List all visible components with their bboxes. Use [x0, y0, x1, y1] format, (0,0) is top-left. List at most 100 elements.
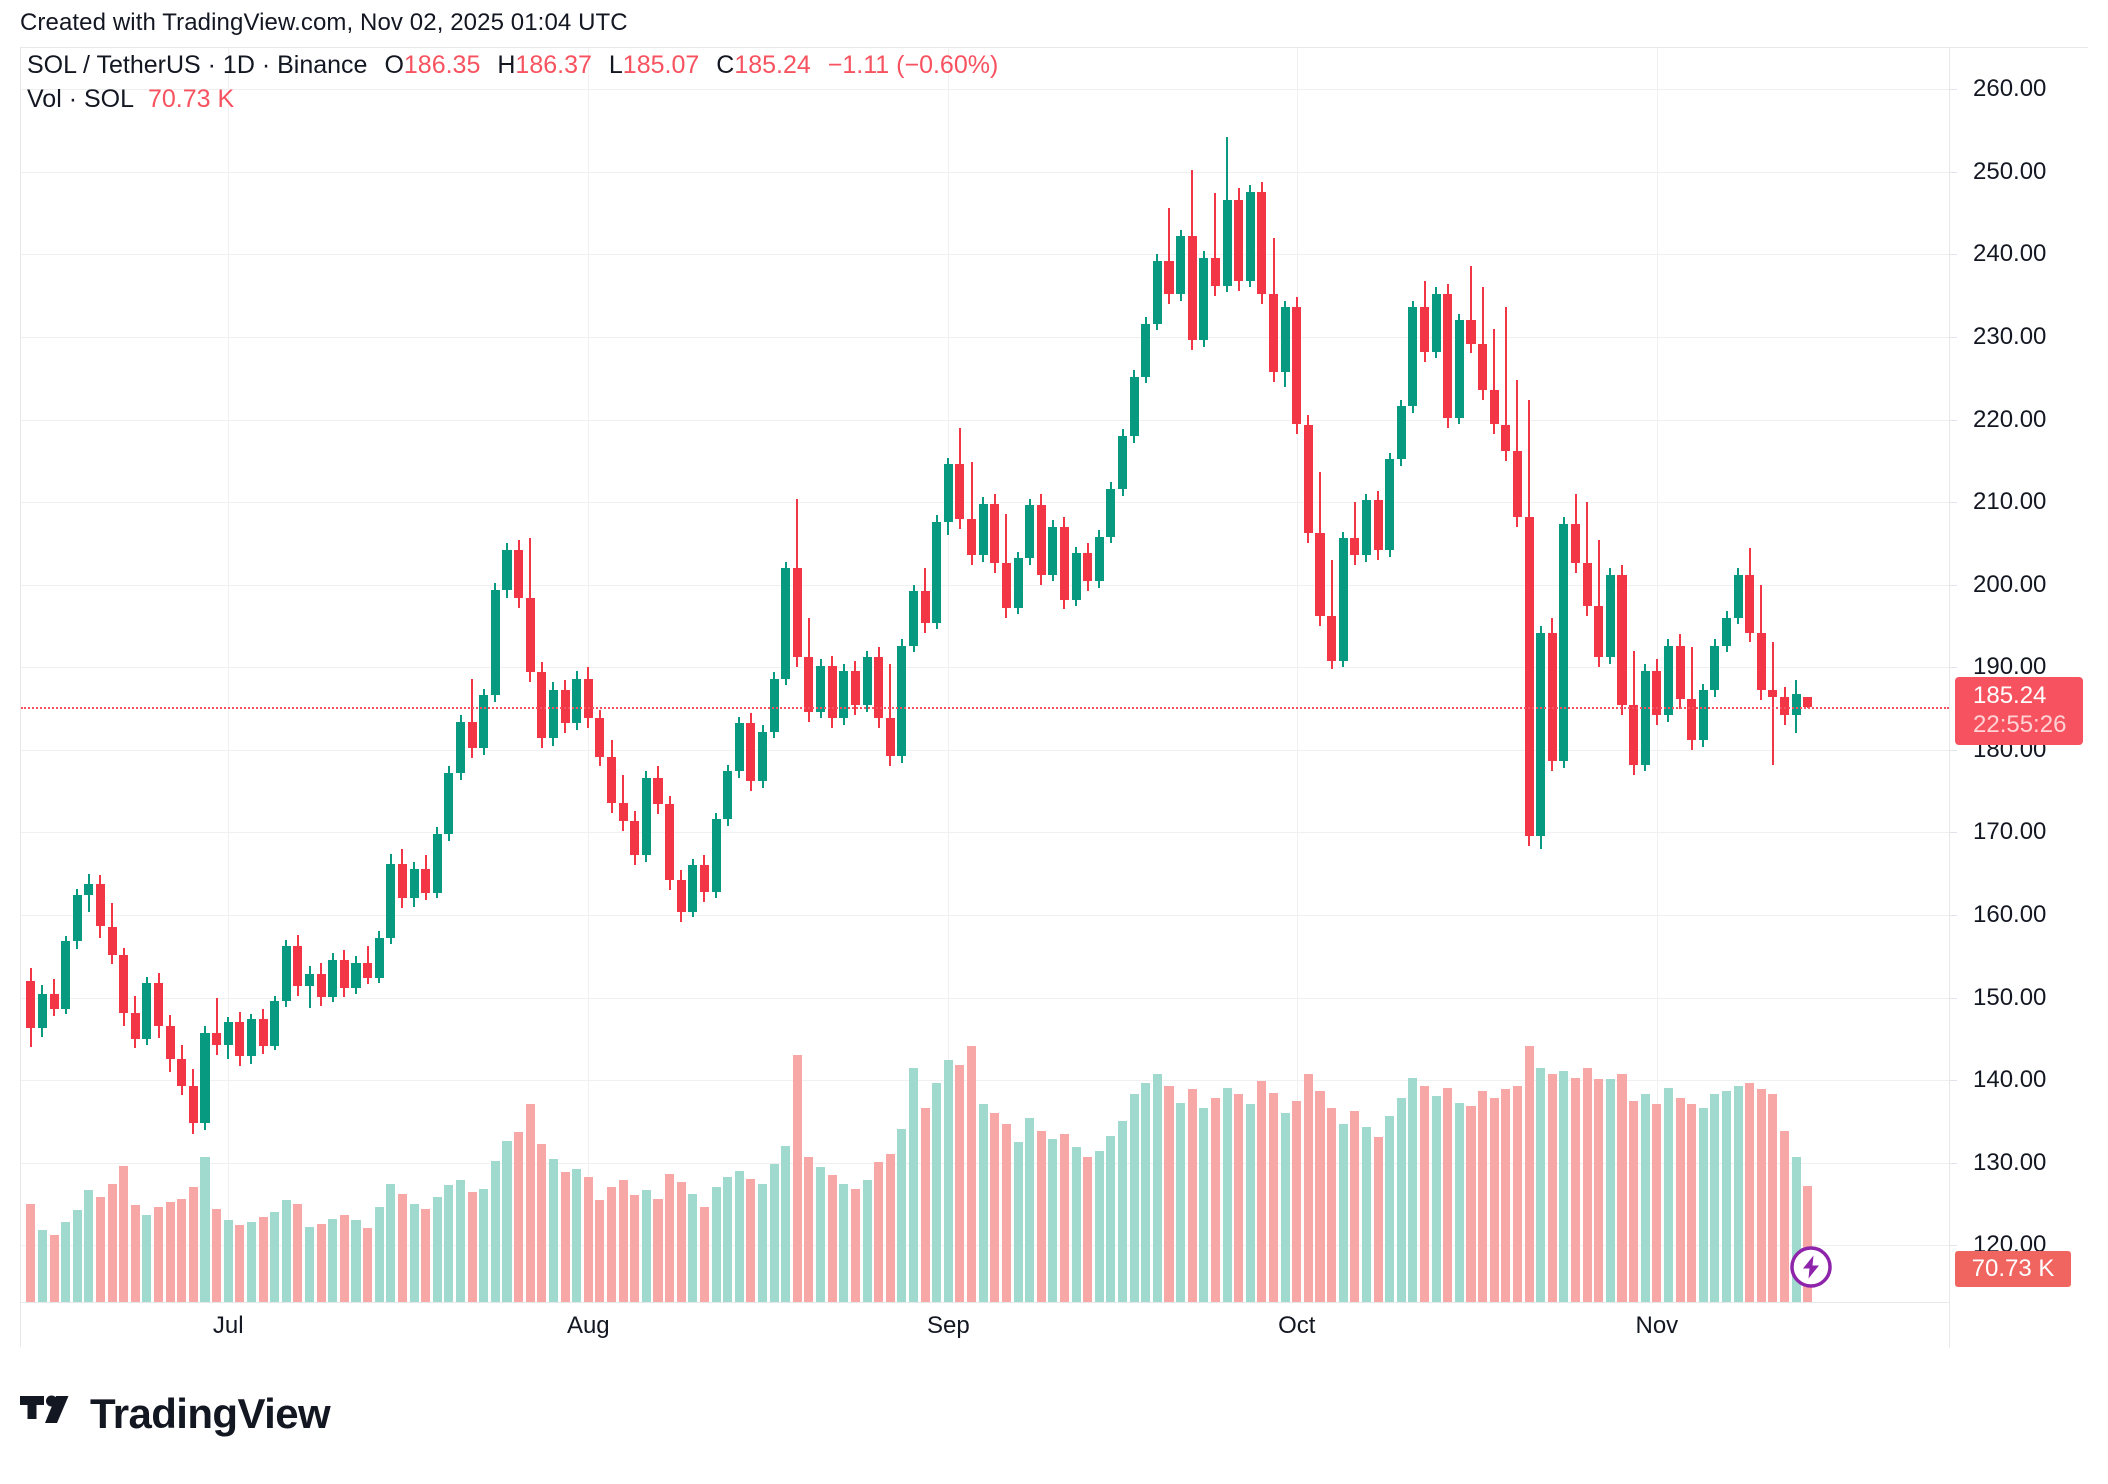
volume-bar — [688, 1193, 698, 1302]
volume-bar — [1327, 1107, 1337, 1302]
candle-body — [827, 665, 837, 719]
volume-bar — [1059, 1134, 1069, 1302]
volume-bar — [723, 1177, 733, 1302]
candle-body — [1745, 574, 1755, 633]
candle-body — [1431, 294, 1441, 352]
candle-body — [363, 962, 373, 978]
horizontal-gridline — [21, 915, 1949, 916]
candle-wick — [1493, 328, 1496, 435]
tick-mark — [1950, 749, 1957, 751]
volume-bar — [444, 1185, 454, 1302]
candle-body — [804, 657, 814, 712]
volume-bar — [258, 1216, 268, 1302]
candle-body — [1512, 450, 1522, 517]
volume-bar — [630, 1195, 640, 1302]
candle-wick — [215, 997, 218, 1056]
volume-bar — [26, 1203, 36, 1302]
volume-bar — [525, 1104, 535, 1302]
price-axis[interactable]: 260.00 250.00 240.00 230.00 220.00 210.00 200.… — [1949, 48, 2088, 1348]
candle-body — [769, 678, 779, 732]
volume-bar — [95, 1197, 105, 1302]
time-axis-label: Oct — [1278, 1312, 1316, 1339]
candle-body — [1118, 436, 1128, 489]
volume-bar — [676, 1182, 686, 1302]
price-axis-label: 150.00 — [1973, 983, 2047, 1011]
candle-body — [1094, 536, 1104, 582]
time-axis-label: Jul — [212, 1312, 244, 1339]
candle-body — [1292, 307, 1302, 425]
tick-mark — [1950, 1245, 1957, 1247]
current-price-badge[interactable]: 185.24 22:55:26 — [1955, 676, 2083, 745]
candle-body — [142, 982, 152, 1039]
volume-bar — [1756, 1089, 1766, 1302]
candle-body — [212, 1033, 222, 1046]
candle-body — [1199, 257, 1209, 341]
candle-body — [1013, 558, 1023, 608]
volume-bar — [1106, 1135, 1116, 1302]
horizontal-gridline — [21, 1080, 1949, 1081]
candle-body — [1385, 459, 1395, 550]
candle-body — [1466, 320, 1476, 344]
candle-wick — [1330, 559, 1333, 669]
volume-bar — [1431, 1095, 1441, 1302]
volume-bar — [1048, 1139, 1058, 1302]
candle-body — [967, 518, 977, 555]
candle-body — [595, 718, 605, 758]
tick-mark — [1950, 584, 1957, 586]
realtime-lightning-icon[interactable] — [1789, 1245, 1833, 1294]
volume-bar — [1373, 1137, 1383, 1302]
volume-bar — [1164, 1086, 1174, 1302]
candle-wick — [471, 678, 474, 759]
price-pane[interactable] — [21, 48, 1949, 1303]
candle-body — [479, 695, 489, 749]
candle-body — [1303, 424, 1313, 534]
candle-body — [1129, 376, 1139, 437]
vertical-gridline — [948, 48, 949, 1302]
candle-body — [200, 1033, 210, 1123]
tradingview-logo[interactable]: TradingView — [20, 1390, 331, 1438]
horizontal-gridline — [21, 750, 1949, 751]
volume-bar — [781, 1145, 791, 1302]
candle-body — [246, 1018, 256, 1057]
volume-bar — [1721, 1091, 1732, 1302]
candle-body — [107, 926, 117, 955]
tick-mark — [1950, 254, 1957, 256]
candle-body — [1048, 526, 1058, 575]
volume-bar — [572, 1168, 582, 1302]
volume-bar — [1745, 1082, 1755, 1302]
volume-bar — [537, 1144, 547, 1302]
volume-bar — [1187, 1089, 1197, 1302]
vertical-gridline — [228, 48, 229, 1302]
current-volume-badge[interactable]: 70.73 K — [1955, 1251, 2071, 1287]
time-axis[interactable]: Jul Aug Sep Oct Nov — [21, 1303, 1949, 1347]
candle-body — [1547, 632, 1557, 762]
volume-bar — [130, 1205, 140, 1302]
candle-body — [235, 1022, 245, 1057]
price-axis-label: 260.00 — [1973, 75, 2047, 103]
candle-body — [456, 721, 466, 773]
volume-bar — [1094, 1150, 1104, 1302]
candle-body — [641, 777, 651, 856]
volume-bar — [212, 1208, 222, 1302]
candle-body — [932, 521, 942, 623]
volume-bar — [1245, 1104, 1255, 1302]
volume-bar — [1129, 1094, 1139, 1302]
candle-body — [61, 941, 71, 1010]
candle-body — [1733, 574, 1743, 618]
candle-body — [1152, 261, 1162, 324]
volume-bar — [1176, 1102, 1186, 1302]
tradingview-wordmark: TradingView — [90, 1390, 331, 1437]
volume-bar — [1768, 1094, 1778, 1302]
candle-body — [154, 982, 164, 1027]
candle-body — [1164, 261, 1174, 295]
volume-bar — [734, 1170, 744, 1302]
candle-body — [781, 568, 791, 679]
candle-body — [1071, 553, 1081, 600]
volume-bar — [1420, 1086, 1430, 1302]
candle-body — [1257, 191, 1267, 295]
volume-bar — [1071, 1147, 1081, 1302]
candle-wick — [1597, 540, 1600, 668]
horizontal-gridline — [21, 254, 1949, 255]
candle-body — [1640, 670, 1650, 765]
volume-bar — [1605, 1079, 1615, 1302]
